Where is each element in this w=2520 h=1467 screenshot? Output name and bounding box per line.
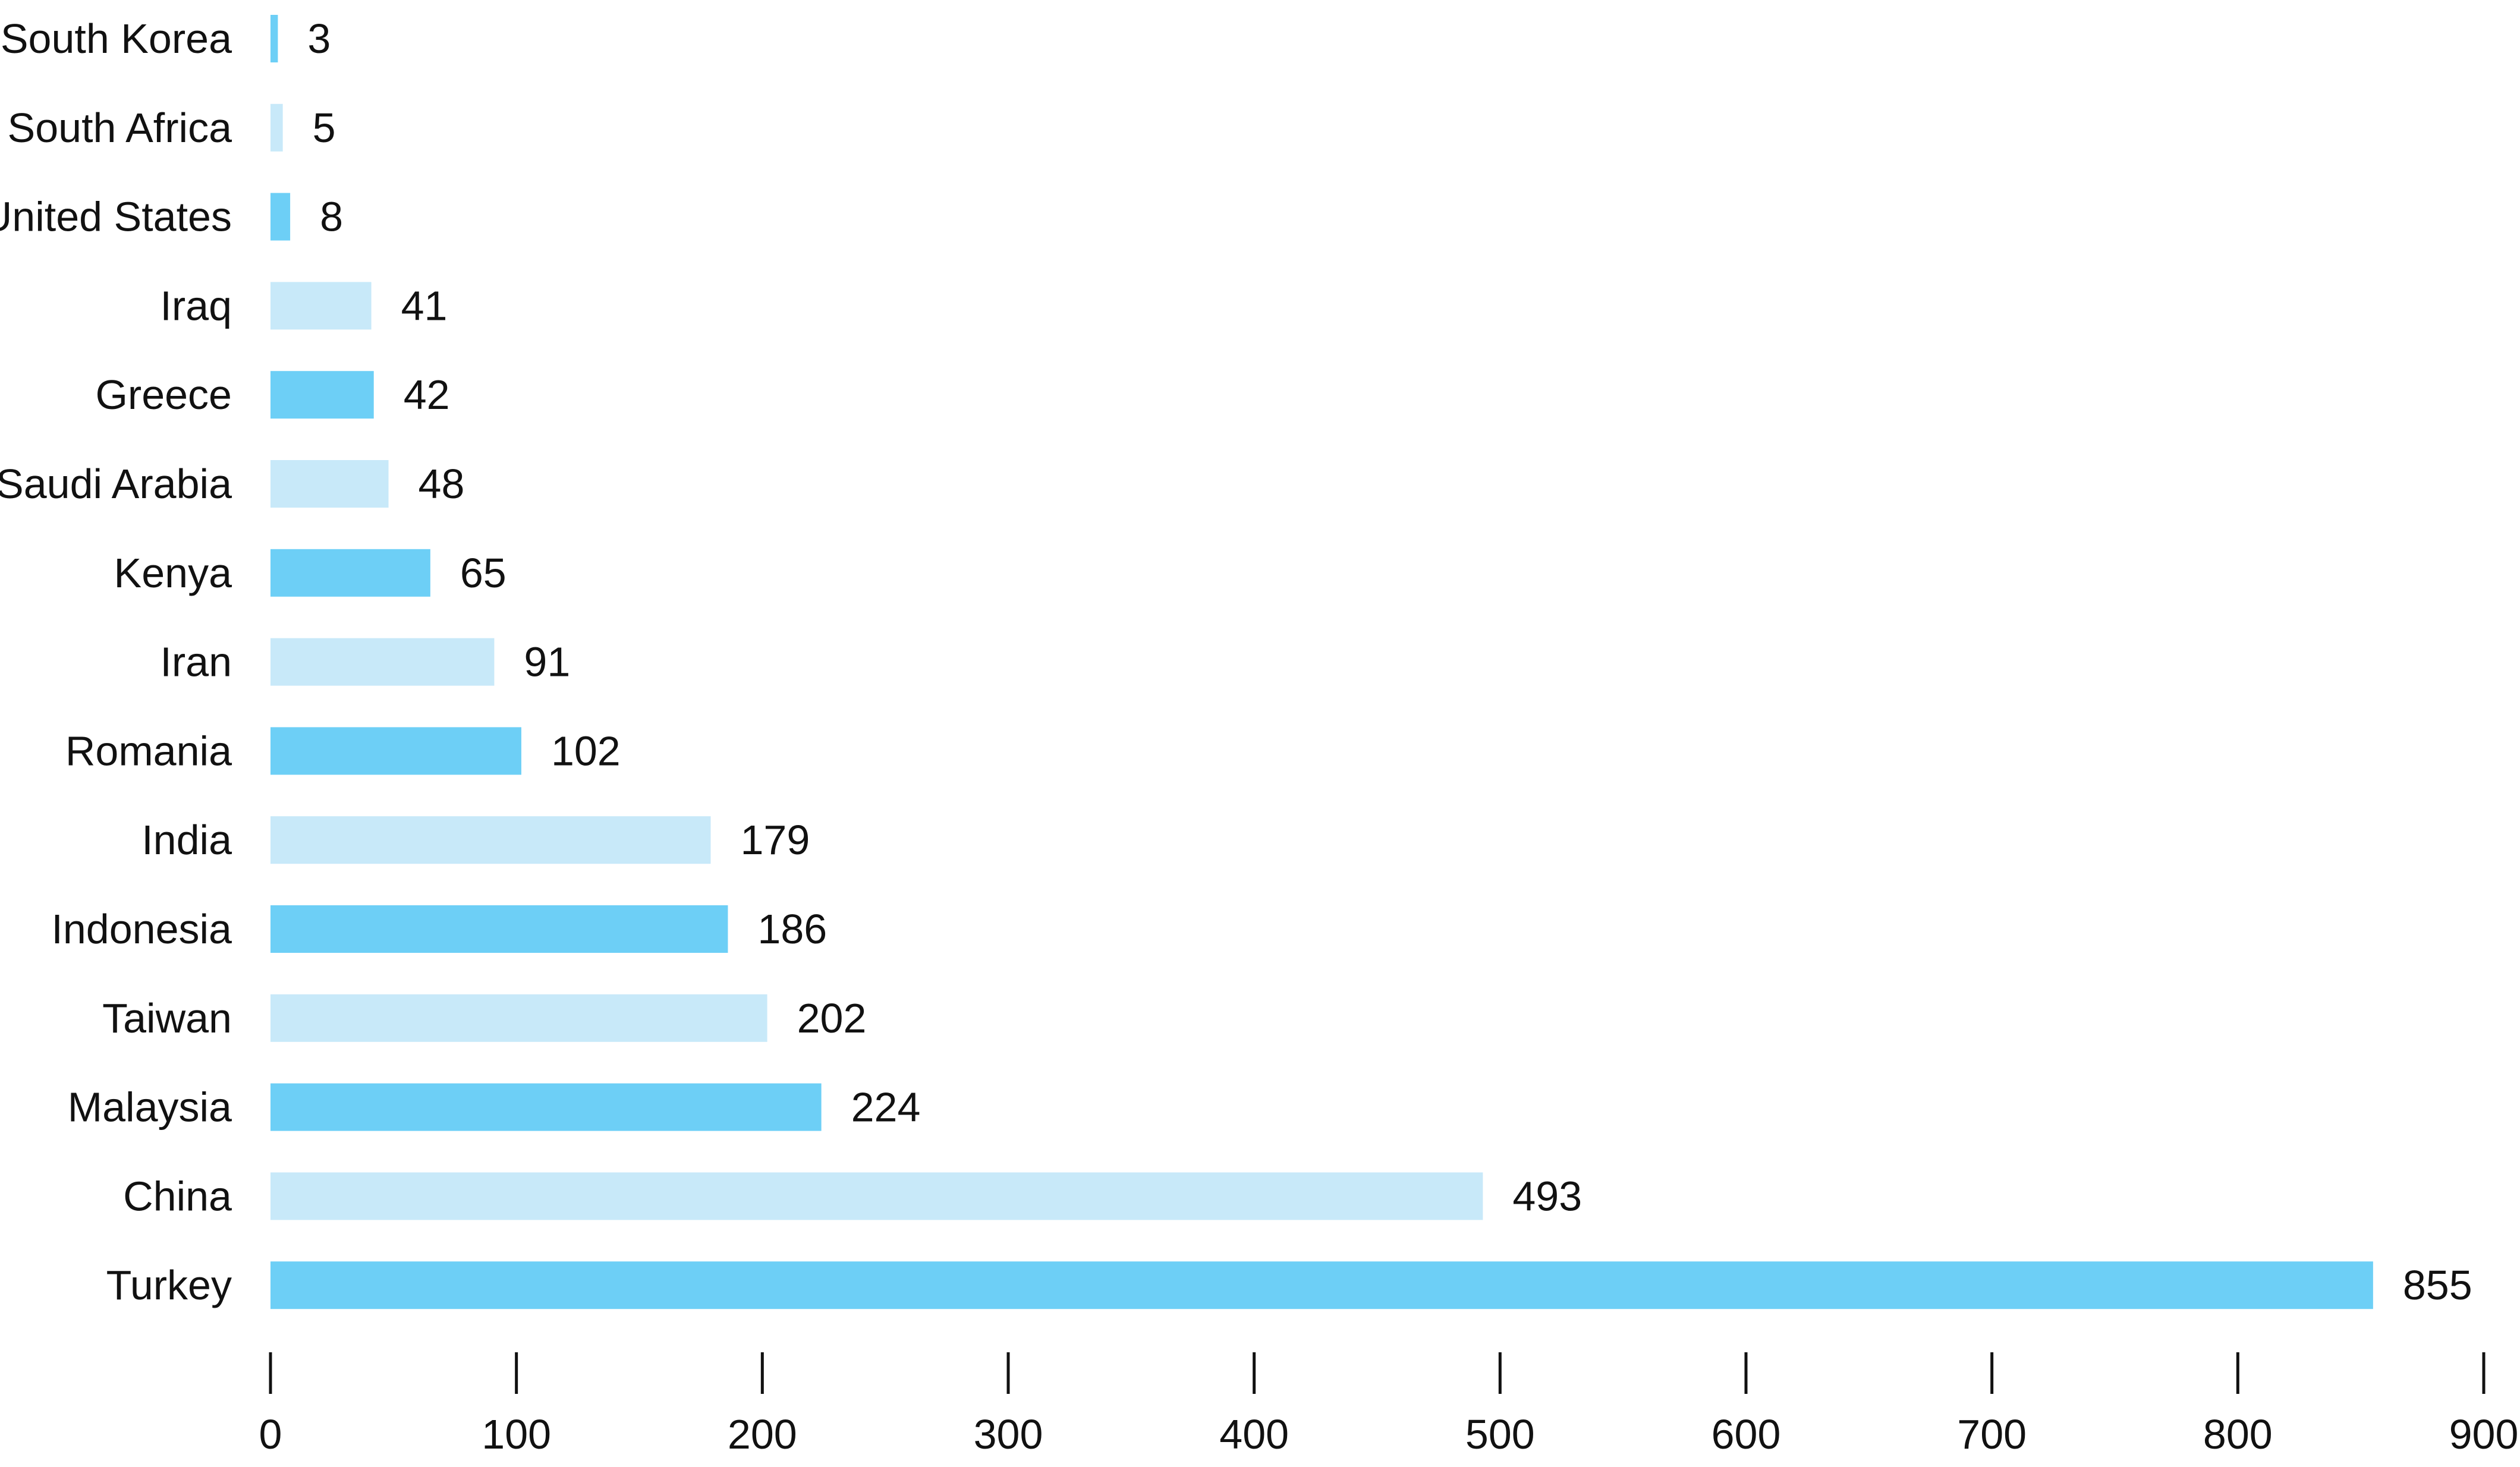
value-label-saudi-arabia: 48 [419, 461, 465, 507]
category-label-south-korea: South Korea [1, 15, 232, 62]
bar-kenya [270, 549, 430, 597]
category-label-saudi-arabia: Saudi Arabia [0, 461, 232, 507]
value-labels-layer: 3 5 8 41 42 48 65 91 102 179 186 202 224 493 855 [307, 15, 2472, 1308]
value-label-india: 179 [740, 817, 810, 863]
category-label-kenya: Kenya [114, 550, 232, 596]
bar-saudi-arabia [270, 460, 389, 508]
value-label-china: 493 [1512, 1173, 1582, 1219]
value-label-taiwan: 202 [797, 995, 867, 1041]
bar-romania [270, 727, 521, 775]
bar-indonesia [270, 905, 728, 953]
value-label-south-korea: 3 [307, 15, 331, 62]
bar-turkey [270, 1261, 2373, 1309]
value-label-malaysia: 224 [851, 1084, 921, 1131]
x-tick-label-200: 200 [728, 1411, 797, 1457]
bar-malaysia [270, 1083, 822, 1131]
x-tick-label-900: 900 [2449, 1411, 2519, 1457]
bar-china [270, 1172, 1483, 1220]
category-label-iran: Iran [160, 639, 232, 685]
category-labels-layer: South Korea South Africa United States Iraq… [0, 15, 232, 1308]
value-label-united-states: 8 [320, 194, 343, 240]
x-tick-label-0: 0 [259, 1411, 282, 1457]
category-label-iraq: Iraq [160, 282, 232, 329]
category-label-turkey: Turkey [106, 1262, 232, 1308]
value-label-iraq: 41 [401, 282, 448, 329]
bar-greece [270, 371, 374, 419]
category-label-romania: Romania [65, 728, 232, 774]
category-label-china: China [123, 1173, 232, 1219]
bar-united-states [270, 193, 291, 241]
bar-iraq [270, 282, 372, 330]
category-label-south-africa: South Africa [8, 105, 232, 151]
value-label-south-africa: 5 [313, 105, 336, 151]
bar-taiwan [270, 994, 767, 1042]
x-tick-label-600: 600 [1712, 1411, 1781, 1457]
category-label-indonesia: Indonesia [51, 906, 232, 952]
value-label-turkey: 855 [2403, 1262, 2472, 1308]
x-tick-label-700: 700 [1957, 1411, 2027, 1457]
value-label-iran: 91 [524, 639, 570, 685]
category-label-taiwan: Taiwan [102, 995, 232, 1041]
category-label-greece: Greece [95, 372, 232, 418]
x-tick-label-100: 100 [482, 1411, 551, 1457]
x-tick-label-300: 300 [974, 1411, 1043, 1457]
bar-south-africa [270, 103, 283, 152]
value-label-romania: 102 [551, 728, 621, 774]
bar-south-korea [270, 15, 278, 62]
value-label-indonesia: 186 [757, 906, 827, 952]
x-tick-label-500: 500 [1465, 1411, 1535, 1457]
value-label-kenya: 65 [460, 550, 506, 596]
category-label-united-states: United States [0, 194, 232, 240]
x-tick-label-800: 800 [2203, 1411, 2273, 1457]
category-label-malaysia: Malaysia [68, 1084, 232, 1131]
bar-india [270, 816, 711, 864]
category-label-india: India [141, 817, 232, 863]
value-label-greece: 42 [404, 372, 450, 418]
x-tick-label-400: 400 [1219, 1411, 1289, 1457]
x-axis: 0 100 200 300 400 500 600 700 800 900 [259, 1352, 2519, 1457]
bar-iran [270, 638, 495, 686]
bars-layer [270, 15, 2373, 1309]
